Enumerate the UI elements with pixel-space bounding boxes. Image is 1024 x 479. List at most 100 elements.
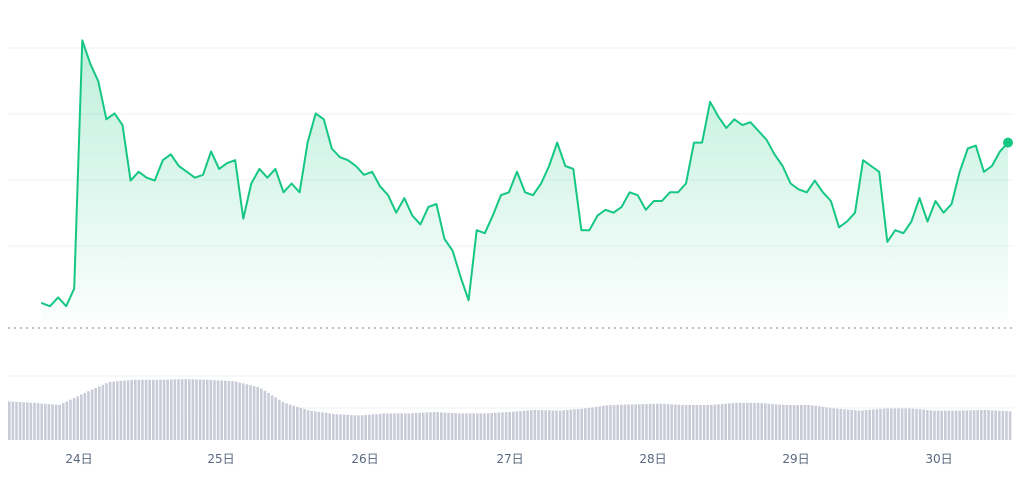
- volume-bar: [461, 413, 465, 440]
- volume-bar: [278, 399, 281, 440]
- volume-bar: [346, 414, 349, 440]
- volume-bar: [602, 405, 605, 440]
- volume-bar: [558, 410, 562, 440]
- volume-bar: [994, 410, 997, 440]
- volume-bar: [987, 410, 990, 440]
- volume-bar: [36, 403, 40, 440]
- volume-bar: [494, 412, 497, 440]
- volume-bar: [688, 405, 691, 440]
- volume-bar: [771, 404, 774, 440]
- volume-bar: [213, 380, 216, 440]
- volume-bar: [281, 401, 285, 440]
- volume-bar: [807, 405, 810, 440]
- volume-bar: [983, 409, 987, 440]
- price-line: [41, 39, 1009, 308]
- x-axis-ticks: 24日 25日 26日 27日 28日 29日 30日: [65, 452, 952, 466]
- volume-bar: [256, 387, 259, 440]
- volume-bar: [879, 408, 882, 440]
- volume-bar: [810, 405, 814, 440]
- volume-bar: [1008, 411, 1012, 440]
- volume-bar: [436, 412, 439, 440]
- volume-bar: [342, 414, 346, 440]
- volume-bar: [418, 412, 421, 440]
- volume-bar: [846, 409, 850, 440]
- price-line-layer: [41, 39, 1009, 308]
- volume-bar: [587, 407, 591, 440]
- volume-bar: [548, 410, 551, 440]
- volume-bar: [544, 410, 547, 440]
- volume-bar: [990, 410, 994, 440]
- volume-bar: [18, 402, 22, 440]
- volume-bar: [425, 412, 429, 440]
- volume-bar: [886, 408, 889, 440]
- volume-bar: [537, 410, 540, 440]
- volume-bar: [911, 408, 915, 440]
- volume-bar: [429, 412, 432, 440]
- x-tick-label: 27日: [496, 452, 523, 466]
- volume-bar: [663, 403, 666, 440]
- volume-bar: [915, 409, 918, 440]
- last-price-marker-layer: [1003, 137, 1013, 148]
- volume-bar: [623, 404, 627, 440]
- volume-bar: [828, 407, 832, 440]
- volume-bar: [33, 402, 36, 440]
- volume-bar: [94, 388, 97, 440]
- volume-bar: [134, 379, 137, 440]
- volume-bar: [976, 410, 979, 440]
- volume-bar: [44, 403, 47, 440]
- x-tick-label: 25日: [207, 452, 234, 466]
- volume-bar: [746, 402, 749, 440]
- volume-bar: [792, 405, 796, 440]
- volume-bar: [785, 405, 789, 440]
- volume-bar: [778, 404, 781, 440]
- volume-bar: [825, 407, 828, 440]
- volume-bar: [954, 410, 958, 440]
- volume-bar: [818, 406, 821, 440]
- volume-bar: [177, 379, 180, 440]
- volume-bar: [80, 394, 83, 440]
- volume-bar: [440, 412, 443, 440]
- volume-bar: [317, 411, 321, 440]
- volume-bar: [782, 404, 785, 440]
- volume-bar: [72, 398, 76, 440]
- volume-bar: [378, 413, 382, 440]
- volume-bar: [227, 380, 231, 440]
- volume-bar: [195, 379, 198, 440]
- volume-bar: [321, 412, 324, 440]
- volume-bar: [756, 402, 760, 440]
- volume-bar: [821, 406, 825, 440]
- volume-bar: [627, 404, 630, 440]
- volume-bar: [864, 410, 868, 440]
- volume-bar: [87, 391, 90, 440]
- volume-bar: [530, 410, 533, 440]
- volume-bar: [735, 402, 738, 440]
- volume-bar: [868, 409, 871, 440]
- volume-bar: [188, 379, 191, 440]
- volume-bar: [26, 402, 29, 440]
- volume-bar: [684, 405, 688, 440]
- volume-bar: [584, 408, 587, 440]
- x-tick-label: 30日: [925, 452, 952, 466]
- volume-bar: [375, 414, 378, 440]
- volume-bar: [76, 396, 79, 440]
- volume-bar: [929, 410, 933, 440]
- volume-bar: [522, 410, 526, 440]
- volume-bar: [594, 406, 598, 440]
- volume-bar: [119, 380, 123, 440]
- volume-bar: [832, 408, 835, 440]
- volume-bar: [728, 403, 731, 440]
- volume-bar: [400, 413, 403, 440]
- volume-bar: [324, 412, 328, 440]
- volume-bar: [238, 382, 241, 440]
- volume-bar: [8, 401, 11, 440]
- volume-bar: [472, 413, 475, 440]
- volume-bar: [468, 413, 472, 440]
- volume-bar: [159, 379, 162, 440]
- volume-bar: [166, 379, 169, 440]
- volume-bar: [803, 405, 807, 440]
- volume-bar: [371, 414, 375, 440]
- volume-bar: [767, 403, 771, 440]
- volume-bar: [152, 379, 155, 440]
- volume-bar: [65, 401, 69, 440]
- volume-bar: [551, 410, 555, 440]
